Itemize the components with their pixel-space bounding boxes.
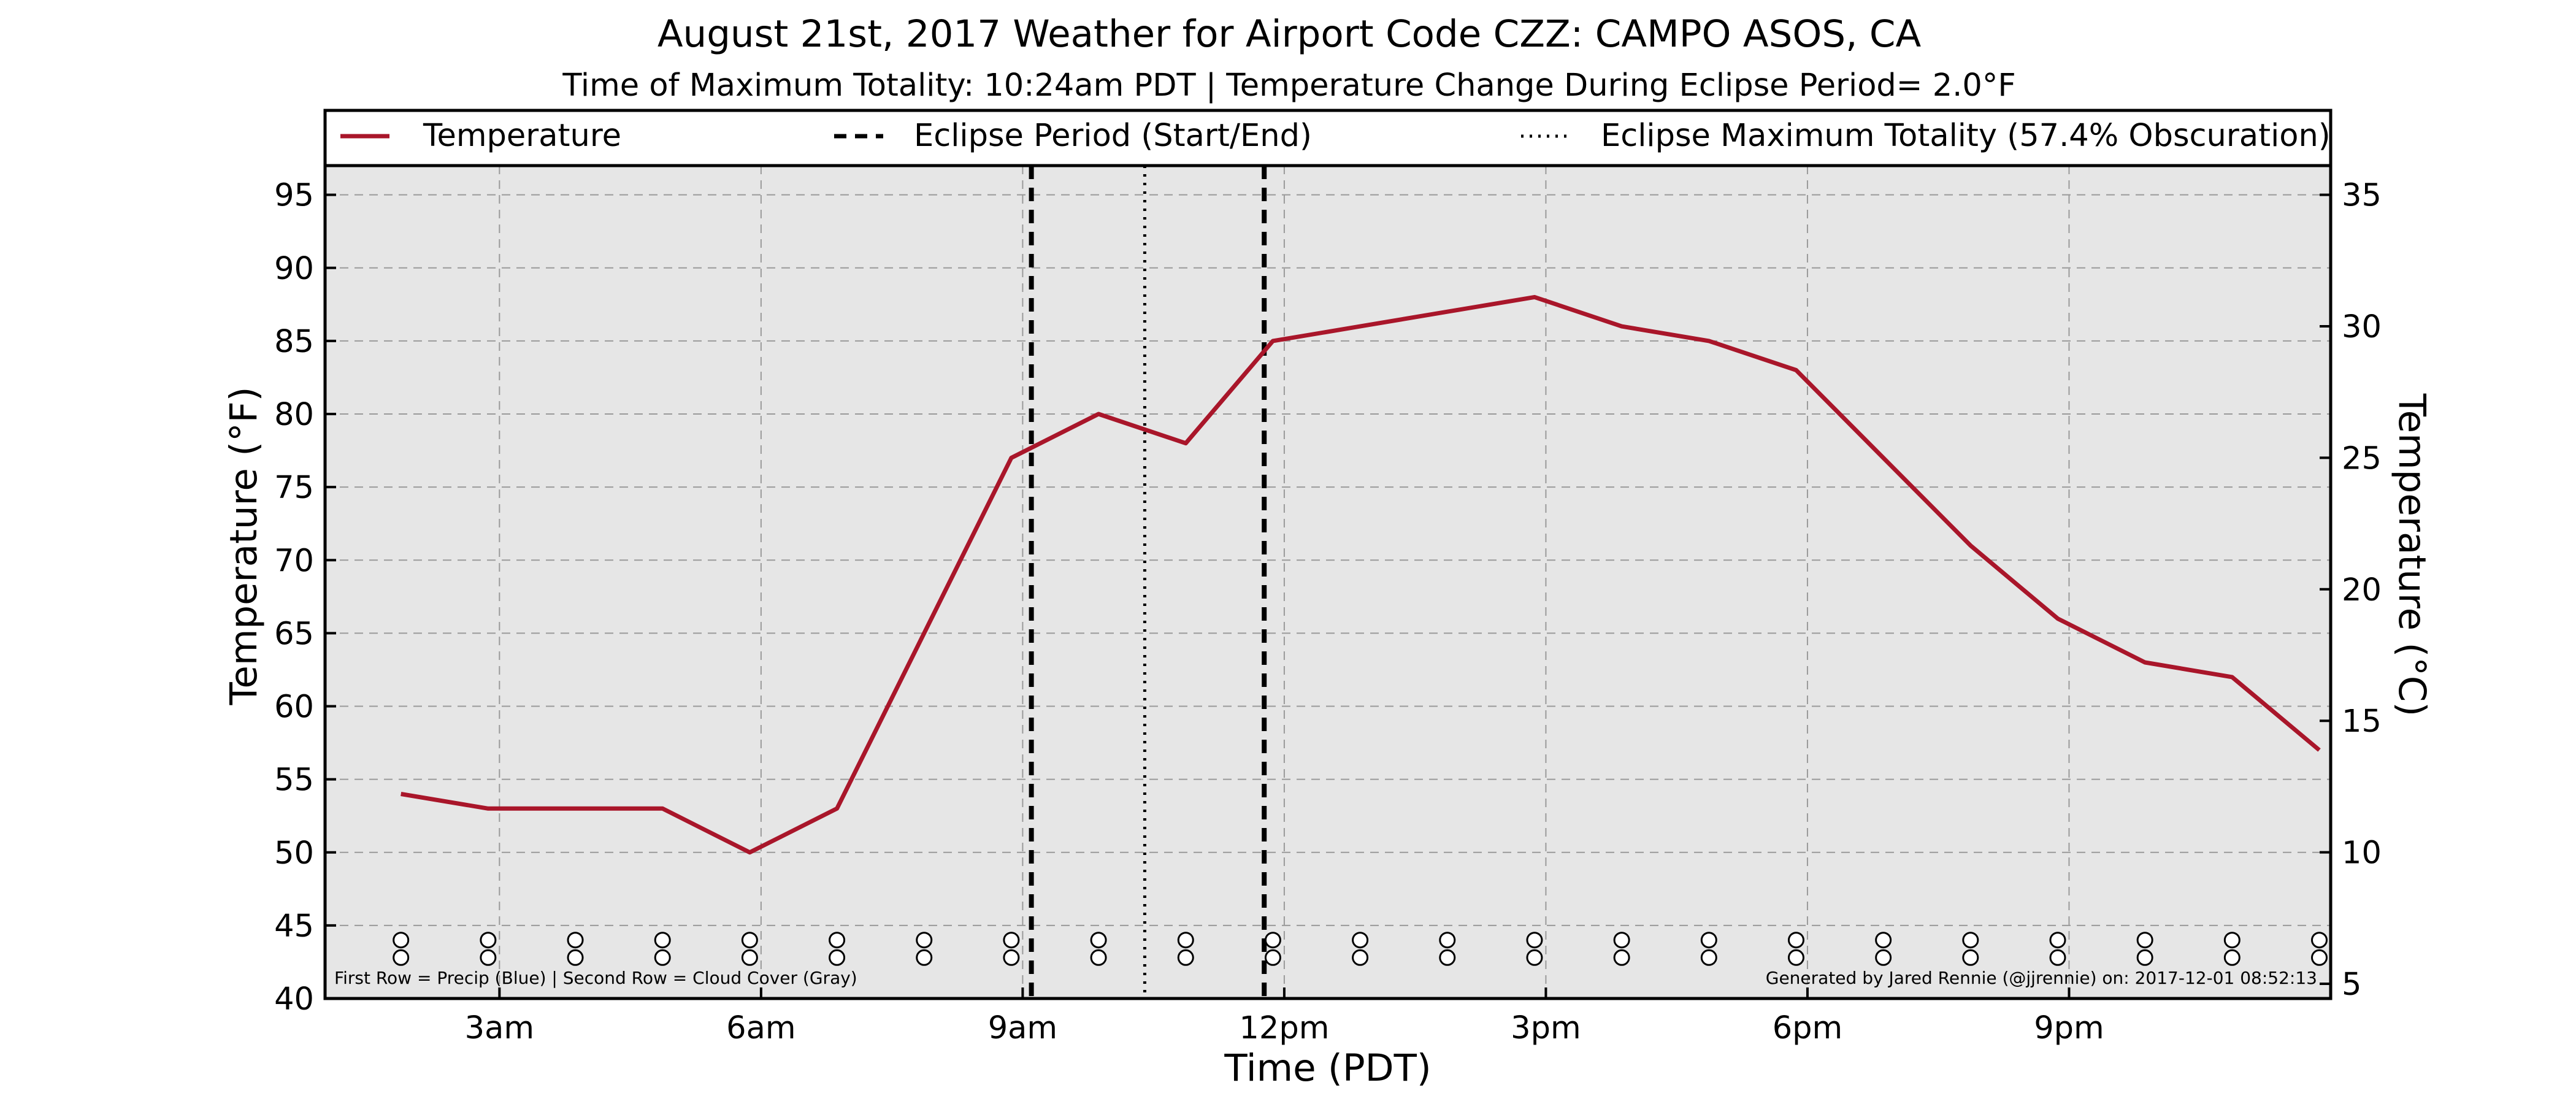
legend-label-temperature: Temperature <box>423 118 621 154</box>
observation-markers <box>393 932 2328 966</box>
axes: 40 45 50 55 60 65 70 75 80 85 90 95 5 10 15 20 25 30 35 3am… <box>274 178 2382 1046</box>
footnote-right: Generated by Jared Rennie (@jjrennie) on… <box>1766 968 2317 988</box>
cloud-cover-marker <box>1090 949 1107 966</box>
x-tick-label: 3pm <box>1511 1010 1581 1046</box>
x-tick-label: 12pm <box>1239 1010 1329 1046</box>
x-axis-title: Time (PDT) <box>1224 1046 1431 1090</box>
precip-marker <box>829 932 846 949</box>
x-tick-label: 6am <box>726 1010 795 1046</box>
x-tick-label: 9pm <box>2034 1010 2104 1046</box>
y-tick-label: 85 <box>274 324 314 360</box>
precip-marker <box>1003 932 1020 949</box>
cloud-cover-marker <box>2049 949 2066 966</box>
x-tick-label: 6pm <box>1773 1010 1843 1046</box>
legend-label-eclipse-max: Eclipse Maximum Totality (57.4% Obscurat… <box>1601 118 2331 154</box>
y-tick-label-right: 5 <box>2342 967 2361 1003</box>
precip-marker <box>567 932 584 949</box>
precip-marker <box>1264 932 1281 949</box>
y-axis-title-right: Temperature (°C) <box>2390 393 2434 716</box>
precip-marker <box>1962 932 1979 949</box>
plot-area <box>325 166 2331 999</box>
y-axis-title-left: Temperature (°F) <box>222 387 266 706</box>
cloud-cover-marker <box>1003 949 1020 966</box>
precip-marker <box>480 932 497 949</box>
precip-marker <box>741 932 758 949</box>
cloud-cover-marker <box>829 949 846 966</box>
legend: Temperature Eclipse Period (Start/End) E… <box>323 109 2333 167</box>
y-tick-label: 50 <box>274 835 314 872</box>
y-tick-label-right: 30 <box>2342 309 2382 345</box>
cloud-cover-marker <box>1613 949 1630 966</box>
cloud-cover-marker <box>567 949 584 966</box>
x-tick-label: 3am <box>465 1010 534 1046</box>
y-tick-label: 80 <box>274 397 314 433</box>
precip-marker <box>1439 932 1456 949</box>
cloud-cover-marker <box>1962 949 1979 966</box>
precip-marker <box>1526 932 1543 949</box>
y-tick-label-right: 15 <box>2342 703 2382 740</box>
grid <box>325 166 2331 999</box>
precip-marker <box>1787 932 1804 949</box>
precip-marker <box>654 932 671 949</box>
cloud-cover-marker <box>1875 949 1892 966</box>
y-tick-label-right: 35 <box>2342 178 2382 214</box>
y-tick-label-right: 25 <box>2342 440 2382 477</box>
series-layer <box>401 294 2321 855</box>
y-tick-label: 70 <box>274 543 314 579</box>
y-tick-label: 60 <box>274 689 314 726</box>
legend-box <box>323 109 2333 167</box>
y-tick-label: 90 <box>274 251 314 287</box>
cloud-cover-marker <box>1352 949 1369 966</box>
chart-subtitle: Time of Maximum Totality: 10:24am PDT | … <box>562 67 2015 104</box>
cloud-cover-marker <box>2311 949 2328 966</box>
precip-marker <box>916 932 933 949</box>
cloud-cover-marker <box>741 949 758 966</box>
temperature-line <box>401 294 2321 855</box>
y-tick-label-right: 10 <box>2342 835 2382 872</box>
precip-marker <box>1875 932 1892 949</box>
y-tick-label: 45 <box>274 908 314 945</box>
cloud-cover-marker <box>1177 949 1194 966</box>
eclipse-lines <box>1029 166 1267 999</box>
cloud-cover-marker <box>2136 949 2153 966</box>
cloud-cover-marker <box>1526 949 1543 966</box>
y-tick-label: 55 <box>274 762 314 799</box>
footnote-left: First Row = Precip (Blue) | Second Row =… <box>334 968 857 988</box>
precip-marker <box>1700 932 1717 949</box>
cloud-cover-marker <box>1439 949 1456 966</box>
cloud-cover-marker <box>480 949 497 966</box>
y-tick-label: 95 <box>274 178 314 214</box>
precip-marker <box>393 932 410 949</box>
precip-marker <box>1177 932 1194 949</box>
cloud-cover-marker <box>916 949 933 966</box>
y-tick-label-right: 20 <box>2342 572 2382 608</box>
cloud-cover-marker <box>654 949 671 966</box>
chart-title: August 21st, 2017 Weather for Airport Co… <box>657 12 1922 56</box>
precip-marker <box>2311 932 2328 949</box>
precip-marker <box>1352 932 1369 949</box>
precip-marker <box>2136 932 2153 949</box>
x-tick-label: 9am <box>988 1010 1057 1046</box>
y-tick-label: 65 <box>274 616 314 652</box>
cloud-cover-marker <box>2223 949 2241 966</box>
cloud-cover-marker <box>393 949 410 966</box>
cloud-cover-marker <box>1787 949 1804 966</box>
precip-marker <box>1613 932 1630 949</box>
cloud-cover-marker <box>1700 949 1717 966</box>
legend-label-eclipse-period: Eclipse Period (Start/End) <box>914 118 1312 154</box>
precip-marker <box>1090 932 1107 949</box>
cloud-cover-marker <box>1264 949 1281 966</box>
precip-marker <box>2223 932 2241 949</box>
precip-marker <box>2049 932 2066 949</box>
y-tick-label: 40 <box>274 981 314 1018</box>
y-tick-label: 75 <box>274 470 314 506</box>
